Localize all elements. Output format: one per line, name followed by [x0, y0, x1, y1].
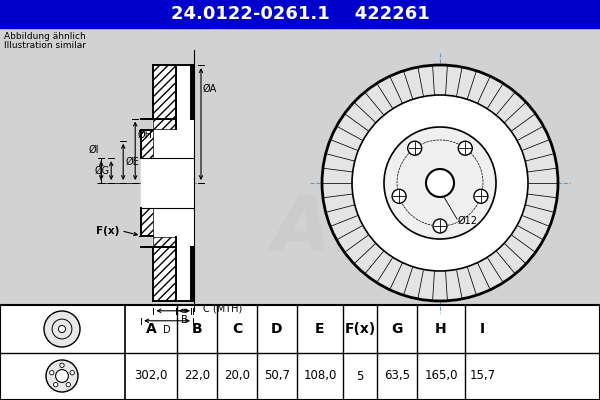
Circle shape	[458, 141, 472, 155]
Text: G: G	[391, 322, 403, 336]
Text: 108,0: 108,0	[304, 370, 337, 382]
Circle shape	[433, 219, 447, 233]
Polygon shape	[141, 158, 193, 208]
Polygon shape	[154, 247, 176, 301]
Text: B: B	[181, 315, 188, 325]
Text: A: A	[146, 322, 157, 336]
Text: 302,0: 302,0	[134, 370, 167, 382]
Text: Ø12: Ø12	[458, 216, 478, 226]
Text: 24.0122-0261.1    422261: 24.0122-0261.1 422261	[170, 5, 430, 23]
Text: 15,7: 15,7	[469, 370, 496, 382]
Text: I: I	[480, 322, 485, 336]
Polygon shape	[191, 247, 193, 301]
Text: F(x): F(x)	[344, 322, 376, 336]
Circle shape	[66, 382, 71, 387]
Text: ØE: ØE	[125, 157, 139, 167]
Text: ØA: ØA	[203, 84, 217, 94]
Circle shape	[322, 65, 558, 301]
Text: 20,0: 20,0	[224, 370, 250, 382]
Text: 22,0: 22,0	[184, 370, 210, 382]
Polygon shape	[154, 65, 176, 119]
Polygon shape	[154, 237, 176, 247]
Circle shape	[56, 370, 68, 382]
Circle shape	[426, 169, 454, 197]
Circle shape	[46, 360, 78, 392]
Text: F(x): F(x)	[96, 226, 119, 236]
Text: ATE: ATE	[272, 193, 428, 267]
Text: ØG: ØG	[94, 166, 109, 176]
Polygon shape	[154, 119, 176, 129]
Circle shape	[70, 370, 74, 375]
Polygon shape	[154, 65, 176, 119]
Circle shape	[384, 127, 496, 239]
Text: Illustration similar: Illustration similar	[4, 41, 86, 50]
Polygon shape	[141, 130, 154, 158]
Text: 63,5: 63,5	[384, 370, 410, 382]
Circle shape	[44, 311, 80, 347]
Polygon shape	[191, 65, 193, 119]
Text: 165,0: 165,0	[424, 370, 458, 382]
Text: ØI: ØI	[89, 145, 99, 155]
Polygon shape	[154, 119, 176, 129]
Circle shape	[53, 382, 58, 387]
Circle shape	[60, 363, 64, 368]
Polygon shape	[141, 208, 154, 236]
Polygon shape	[141, 130, 154, 158]
Text: E: E	[315, 322, 325, 336]
Circle shape	[392, 189, 406, 203]
Polygon shape	[176, 65, 191, 301]
Text: C: C	[232, 322, 242, 336]
Polygon shape	[154, 247, 176, 301]
Text: 50,7: 50,7	[264, 370, 290, 382]
Polygon shape	[191, 247, 193, 301]
Bar	[0, 0, 600, 28]
Circle shape	[58, 326, 65, 333]
Bar	[0, 28, 600, 305]
Circle shape	[408, 141, 422, 155]
Bar	[0, 305, 600, 400]
Polygon shape	[191, 65, 193, 119]
Text: ØH: ØH	[137, 130, 152, 140]
Polygon shape	[154, 237, 176, 247]
Text: H: H	[435, 322, 447, 336]
Text: Abbildung ähnlich: Abbildung ähnlich	[4, 32, 86, 41]
Circle shape	[322, 65, 558, 301]
Circle shape	[50, 370, 54, 375]
Circle shape	[352, 95, 528, 271]
Circle shape	[474, 189, 488, 203]
Text: D: D	[163, 325, 171, 335]
Text: D: D	[271, 322, 283, 336]
Text: 5: 5	[356, 370, 364, 382]
Polygon shape	[154, 119, 193, 247]
Polygon shape	[141, 208, 154, 236]
Text: B: B	[191, 322, 202, 336]
Text: C (MTH): C (MTH)	[203, 304, 242, 314]
